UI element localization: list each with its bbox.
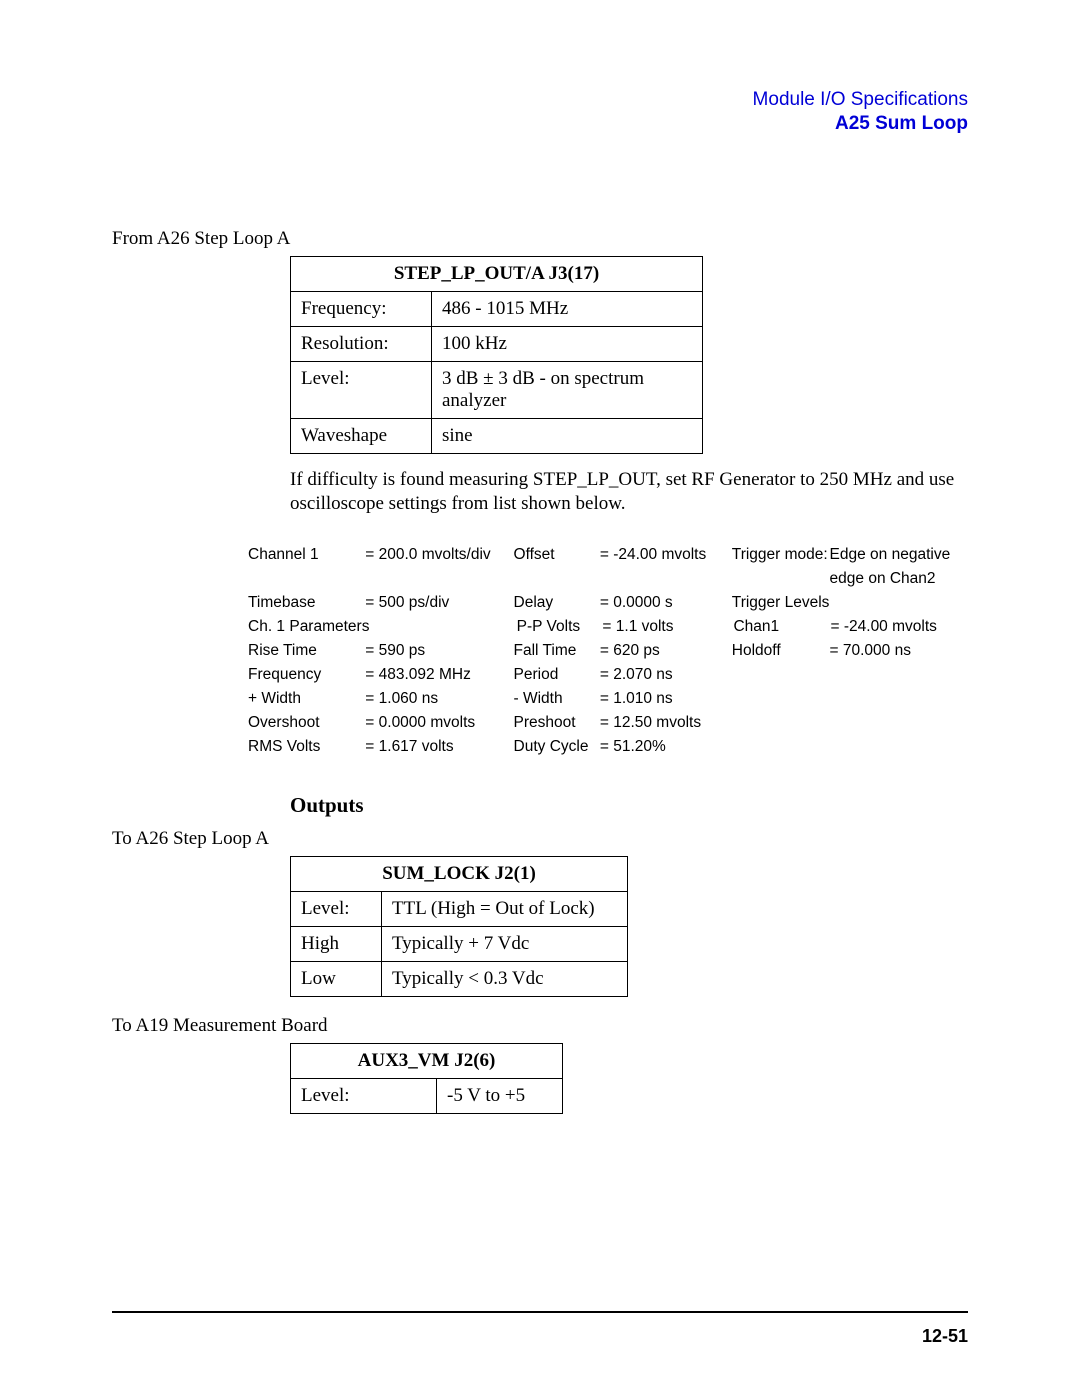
scope-row: Frequency = 483.092 MHz Period = 2.070 n… <box>248 663 968 687</box>
table-row: Frequency: 486 - 1015 MHz <box>291 291 703 326</box>
scope-row: edge on Chan2 <box>248 567 968 591</box>
table-row: Waveshape sine <box>291 418 703 453</box>
spec-value: Typically + 7 Vdc <box>382 927 628 962</box>
outputs-sub1-intro: To A26 Step Loop A <box>112 828 968 850</box>
table-row: Low Typically < 0.3 Vdc <box>291 962 628 997</box>
aux3-vm-table: AUX3_VM J2(6) Level: -5 V to +5 <box>290 1043 563 1114</box>
table1-title: STEP_LP_OUT/A J3(17) <box>291 256 703 291</box>
header-subtitle: A25 Sum Loop <box>112 112 968 136</box>
spec-value: 486 - 1015 MHz <box>432 291 703 326</box>
table-row: Level: TTL (High = Out of Lock) <box>291 892 628 927</box>
spec-label: Resolution: <box>291 326 432 361</box>
spec-label: Level: <box>291 361 432 418</box>
spec-value: -5 V to +5 <box>437 1079 563 1114</box>
spec-value: TTL (High = Out of Lock) <box>382 892 628 927</box>
spec-value: 100 kHz <box>432 326 703 361</box>
header-title: Module I/O Specifications <box>112 88 968 112</box>
table-row: Level: 3 dB ± 3 dB - on spectrum analyze… <box>291 361 703 418</box>
step-lp-out-table: STEP_LP_OUT/A J3(17) Frequency: 486 - 10… <box>290 256 703 454</box>
oscilloscope-settings: Channel 1 = 200.0 mvolts/div Offset = -2… <box>248 543 968 759</box>
spec-value: sine <box>432 418 703 453</box>
table3-title: AUX3_VM J2(6) <box>291 1044 563 1079</box>
spec-label: Level: <box>291 892 382 927</box>
spec-label: High <box>291 927 382 962</box>
spec-label: Low <box>291 962 382 997</box>
table-row: High Typically + 7 Vdc <box>291 927 628 962</box>
scope-row: + Width = 1.060 ns - Width = 1.010 ns <box>248 687 968 711</box>
scope-row: Ch. 1 Parameters P-P Volts = 1.1 volts C… <box>248 615 968 639</box>
table-row: Level: -5 V to +5 <box>291 1079 563 1114</box>
page-header: Module I/O Specifications A25 Sum Loop <box>112 88 968 136</box>
outputs-heading: Outputs <box>290 793 968 818</box>
spec-label: Level: <box>291 1079 437 1114</box>
scope-row: RMS Volts = 1.617 volts Duty Cycle = 51.… <box>248 735 968 759</box>
sum-lock-table: SUM_LOCK J2(1) Level: TTL (High = Out of… <box>290 856 628 997</box>
scope-row: Channel 1 = 200.0 mvolts/div Offset = -2… <box>248 543 968 567</box>
table2-title: SUM_LOCK J2(1) <box>291 857 628 892</box>
measurement-note: If difficulty is found measuring STEP_LP… <box>290 468 968 517</box>
scope-row: Timebase = 500 ps/div Delay = 0.0000 s T… <box>248 591 968 615</box>
scope-row: Rise Time = 590 ps Fall Time = 620 ps Ho… <box>248 639 968 663</box>
spec-label: Waveshape <box>291 418 432 453</box>
section1-intro: From A26 Step Loop A <box>112 228 968 250</box>
scope-row: Overshoot = 0.0000 mvolts Preshoot = 12.… <box>248 711 968 735</box>
spec-value: Typically < 0.3 Vdc <box>382 962 628 997</box>
footer-divider <box>112 1311 968 1313</box>
spec-value: 3 dB ± 3 dB - on spectrum analyzer <box>432 361 703 418</box>
page-number: 12-51 <box>922 1326 968 1347</box>
spec-label: Frequency: <box>291 291 432 326</box>
table-row: Resolution: 100 kHz <box>291 326 703 361</box>
outputs-sub2-intro: To A19 Measurement Board <box>112 1015 968 1037</box>
